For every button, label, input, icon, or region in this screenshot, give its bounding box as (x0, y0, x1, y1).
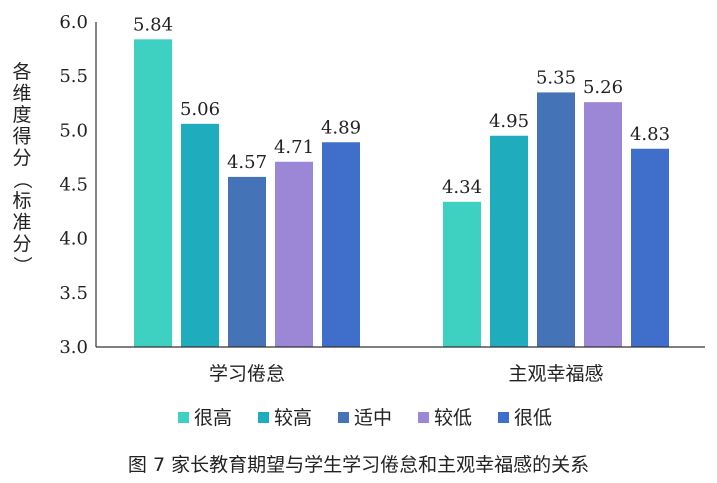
bars (134, 39, 669, 348)
legend-label: 很高 (194, 407, 232, 429)
bar (275, 161, 313, 347)
data-label: 4.95 (489, 111, 529, 132)
bar (134, 39, 172, 347)
data-label: 4.89 (321, 117, 361, 138)
legend-swatch (418, 412, 429, 423)
y-axis-title-char: 准 (12, 212, 31, 234)
bar (228, 176, 266, 347)
bar (537, 92, 575, 348)
legend-swatch (178, 412, 189, 423)
y-axis-title-char: 标 (12, 190, 31, 212)
y-tick-label: 4.5 (59, 175, 88, 196)
data-labels: 5.84 5.06 4.57 4.71 4.89 4.34 4.95 5.35 5.26 4.83 (133, 14, 670, 198)
y-axis-title-char: 分 (12, 233, 31, 255)
y-axis-title-char: 度 (12, 104, 31, 126)
bar (181, 123, 219, 347)
legend: 很高 较高 适中 较低 很低 (178, 407, 552, 429)
y-tick-label: 5.5 (59, 66, 88, 87)
y-axis-title-char: 各 (12, 61, 31, 83)
y-tick-label: 5.0 (59, 120, 88, 141)
data-label: 5.35 (536, 67, 576, 88)
x-tick-label: 主观幸福感 (508, 363, 603, 385)
legend-label: 很低 (514, 407, 552, 429)
data-label: 4.34 (442, 177, 482, 198)
data-label: 5.06 (180, 99, 220, 120)
bar (584, 102, 622, 348)
data-label: 5.26 (583, 77, 623, 98)
y-axis-title-char: 得 (12, 126, 31, 148)
y-axis-title-char: （ (11, 170, 33, 189)
y-axis-title-char: 维 (12, 83, 31, 105)
legend-label: 适中 (354, 407, 392, 429)
bar (490, 135, 528, 347)
y-tick-label: 6.0 (59, 12, 88, 33)
legend-swatch (258, 412, 269, 423)
data-label: 4.71 (274, 137, 314, 158)
data-label: 4.83 (630, 124, 670, 145)
y-axis-title-char: ） (11, 256, 33, 275)
y-tick-label: 3.5 (59, 283, 88, 304)
bar (631, 148, 669, 347)
legend-label: 较低 (434, 407, 472, 429)
figure-caption: 图 7 家长教育期望与学生学习倦怠和主观幸福感的关系 (127, 454, 590, 476)
bar (443, 201, 481, 347)
y-axis-ticks: 3.0 3.5 4.0 4.5 5.0 5.5 6.0 (59, 12, 88, 358)
y-tick-label: 3.0 (59, 337, 88, 358)
legend-swatch (338, 412, 349, 423)
legend-label: 较高 (274, 407, 312, 429)
x-axis-categories: 学习倦怠 主观幸福感 (209, 363, 604, 385)
bar (322, 142, 360, 347)
legend-swatch (498, 412, 509, 423)
data-label: 4.57 (227, 152, 267, 173)
x-tick-label: 学习倦怠 (209, 363, 285, 385)
y-tick-label: 4.0 (59, 229, 88, 250)
y-axis-title-char: 分 (12, 147, 31, 169)
data-label: 5.84 (133, 14, 173, 35)
